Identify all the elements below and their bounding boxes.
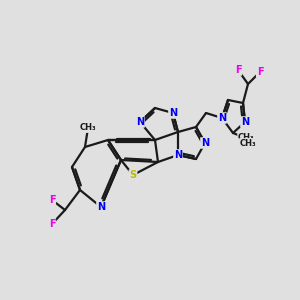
Text: CH₃: CH₃ [238, 134, 254, 142]
Text: N: N [241, 117, 249, 127]
Text: F: F [257, 67, 263, 77]
Text: N: N [174, 150, 182, 160]
Text: F: F [49, 219, 55, 229]
Text: N: N [169, 108, 177, 118]
Text: S: S [129, 170, 137, 180]
Text: CH₃: CH₃ [240, 139, 256, 148]
Text: F: F [49, 195, 55, 205]
Text: N: N [201, 138, 209, 148]
Text: F: F [235, 65, 241, 75]
Text: N: N [218, 113, 226, 123]
Text: CH₃: CH₃ [80, 124, 96, 133]
Text: N: N [136, 117, 144, 127]
Text: N: N [97, 202, 105, 212]
